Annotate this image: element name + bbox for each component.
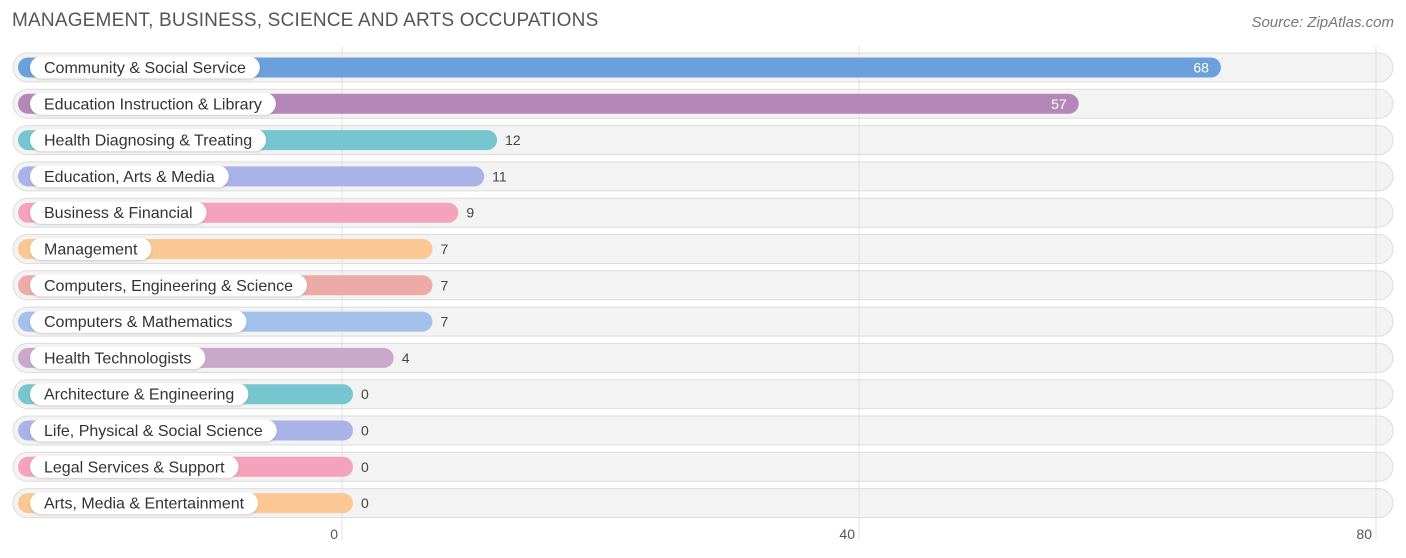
bar	[18, 57, 1221, 78]
row-background	[12, 379, 1394, 410]
category-label-pill	[30, 274, 308, 297]
bar-group: Management 7	[18, 238, 448, 260]
value-label: 68	[1193, 60, 1209, 76]
value-label: 0	[361, 495, 369, 511]
bar-group: Legal Services & Support 0	[18, 455, 369, 478]
value-label: 7	[440, 314, 448, 330]
bar-group: Education, Arts & Media 11	[18, 165, 507, 188]
value-label: 7	[440, 277, 448, 293]
source-note: Source: ZipAtlas.com	[1251, 14, 1394, 31]
bar-group: Health Technologists 4	[18, 346, 410, 369]
category-label: Education Instruction & Library	[44, 96, 262, 113]
category-label-pill	[30, 165, 229, 188]
bar-group: Computers, Engineering & Science 7	[18, 274, 448, 297]
category-label-pill	[30, 383, 249, 406]
category-label: Life, Physical & Social Science	[44, 423, 263, 440]
bar-group: Business & Financial 9	[18, 201, 474, 224]
value-label: 0	[361, 423, 369, 439]
category-label-pill	[30, 201, 207, 224]
category-label: Arts, Media & Entertainment	[44, 496, 245, 513]
row-background	[12, 451, 1394, 482]
category-label-pill	[30, 455, 239, 478]
row-background	[12, 415, 1394, 446]
category-label-pill	[30, 492, 259, 515]
category-label-pill	[30, 346, 206, 369]
category-label: Legal Services & Support	[44, 459, 225, 476]
chart-title: MANAGEMENT, BUSINESS, SCIENCE AND ARTS O…	[12, 10, 599, 31]
bar-group: Architecture & Engineering 0	[18, 383, 369, 406]
value-label: 12	[505, 132, 521, 148]
category-label-pill	[30, 129, 267, 152]
category-label: Health Diagnosing & Treating	[44, 133, 252, 150]
category-label-pill	[30, 238, 152, 260]
value-label: 9	[466, 205, 474, 221]
value-label: 7	[440, 241, 448, 257]
value-label: 0	[361, 386, 369, 402]
x-tick-label: 80	[1356, 526, 1372, 542]
bar-group: Community & Social Service 68	[18, 56, 1221, 79]
category-label-pill	[30, 56, 260, 79]
value-label: 11	[492, 168, 507, 184]
value-label: 4	[402, 350, 410, 366]
value-label: 0	[361, 459, 369, 475]
category-label-pill	[30, 419, 277, 442]
bar-group: Arts, Media & Entertainment 0	[18, 492, 369, 515]
bar	[18, 93, 1079, 114]
row-background	[12, 488, 1394, 519]
x-tick-label: 40	[839, 526, 855, 542]
category-label: Architecture & Engineering	[44, 387, 234, 404]
bar-group: Life, Physical & Social Science 0	[18, 419, 369, 442]
x-tick-label: 0	[330, 526, 338, 542]
category-label: Business & Financial	[44, 205, 193, 222]
bar-group: Education Instruction & Library 57	[18, 92, 1079, 115]
category-label: Management	[44, 242, 138, 259]
category-label: Education, Arts & Media	[44, 169, 215, 186]
category-label: Community & Social Service	[44, 60, 246, 77]
category-label: Computers, Engineering & Science	[44, 278, 293, 295]
category-label-pill	[30, 310, 247, 333]
category-label: Health Technologists	[44, 350, 191, 367]
value-label: 57	[1051, 96, 1067, 112]
category-label: Computers & Mathematics	[44, 314, 233, 331]
category-label-pill	[30, 92, 276, 115]
bar-group: Health Diagnosing & Treating 12	[18, 129, 521, 152]
bar-group: Computers & Mathematics 7	[18, 310, 448, 333]
